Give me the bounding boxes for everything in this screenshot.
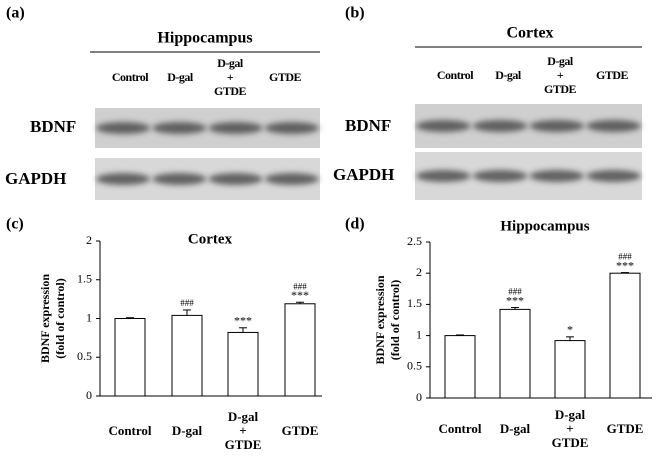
blot-band (529, 120, 585, 132)
y-tick-label: 1.5 (77, 272, 92, 286)
bar (554, 340, 586, 399)
significance-mark: *** (506, 293, 524, 307)
x-tick-label: Control (438, 421, 481, 436)
significance-mark: ### (508, 287, 522, 297)
blot-band (586, 120, 641, 132)
blot-band (152, 173, 207, 185)
significance-mark: *** (234, 314, 252, 328)
lane-label: D-gal (495, 68, 522, 82)
blot-band (416, 120, 471, 132)
significance-mark: ### (293, 281, 307, 291)
x-tick-label: D-gal + GTDE (225, 409, 262, 452)
x-tick-label: D-gal (500, 421, 531, 436)
y-tick-label: 0 (416, 390, 422, 404)
bar (609, 272, 641, 399)
chart-title: Cortex (188, 231, 233, 247)
x-tick-label: GTDE (607, 421, 644, 436)
row-label: BDNF (345, 116, 391, 135)
lane-label: D-gal + GTDE (214, 56, 247, 98)
blot-band (586, 170, 641, 182)
y-tick-label: 2 (86, 233, 92, 247)
blot-band (472, 120, 528, 132)
x-tick-label: GTDE (282, 423, 319, 438)
y-tick-label: 0 (86, 388, 92, 402)
row-label: GAPDH (333, 165, 394, 184)
blot-band (208, 173, 263, 185)
bar (227, 331, 259, 397)
bar (444, 335, 476, 399)
significance-mark: *** (291, 288, 309, 302)
panel-label: (d) (345, 216, 365, 233)
row-label: BDNF (30, 117, 76, 136)
y-tick-label: 1.5 (407, 296, 422, 310)
x-tick-label: D-gal (172, 423, 203, 438)
lane-label: Control (437, 68, 474, 82)
blot-band (96, 173, 151, 185)
blot-band (529, 170, 585, 182)
chart-title: Hippocampus (500, 218, 589, 234)
blot-title: Cortex (506, 25, 553, 42)
significance-mark: *** (616, 258, 634, 272)
lane-label: D-gal (167, 70, 194, 84)
y-tick-label: 0.5 (407, 359, 422, 373)
bar (284, 303, 316, 397)
lane-label: D-gal + GTDE (544, 54, 577, 96)
blot-band (416, 170, 471, 182)
lane-label: Control (112, 70, 149, 84)
bar (114, 318, 146, 397)
blot-band (472, 170, 528, 182)
blot-band (152, 122, 207, 134)
significance-mark: * (567, 323, 573, 337)
panel-label: (b) (345, 5, 365, 22)
y-axis-label: BDNF expression(fold of control) (38, 274, 67, 363)
blot-band (208, 122, 263, 134)
panel-label: (a) (6, 5, 25, 22)
blot-title: Hippocampus (157, 30, 252, 47)
blot-band (264, 122, 319, 134)
x-tick-label: D-gal + GTDE (552, 407, 589, 450)
significance-mark: ### (618, 252, 632, 262)
blot-band (264, 173, 319, 185)
y-axis-label: BDNF expression(fold of control) (373, 275, 402, 364)
lane-label: GTDE (269, 70, 302, 84)
y-tick-label: 0.5 (77, 349, 92, 363)
y-tick-label: 1 (86, 310, 92, 324)
bar (499, 308, 531, 399)
lane-label: GTDE (596, 68, 629, 82)
row-label: GAPDH (5, 169, 66, 188)
panel-label: (c) (6, 216, 24, 233)
y-tick-label: 2.5 (407, 234, 422, 248)
bar (171, 314, 203, 397)
y-tick-label: 2 (416, 265, 422, 279)
significance-mark: ### (180, 298, 194, 308)
blot-band (96, 122, 151, 134)
x-tick-label: Control (108, 423, 151, 438)
y-tick-label: 1 (416, 327, 422, 341)
